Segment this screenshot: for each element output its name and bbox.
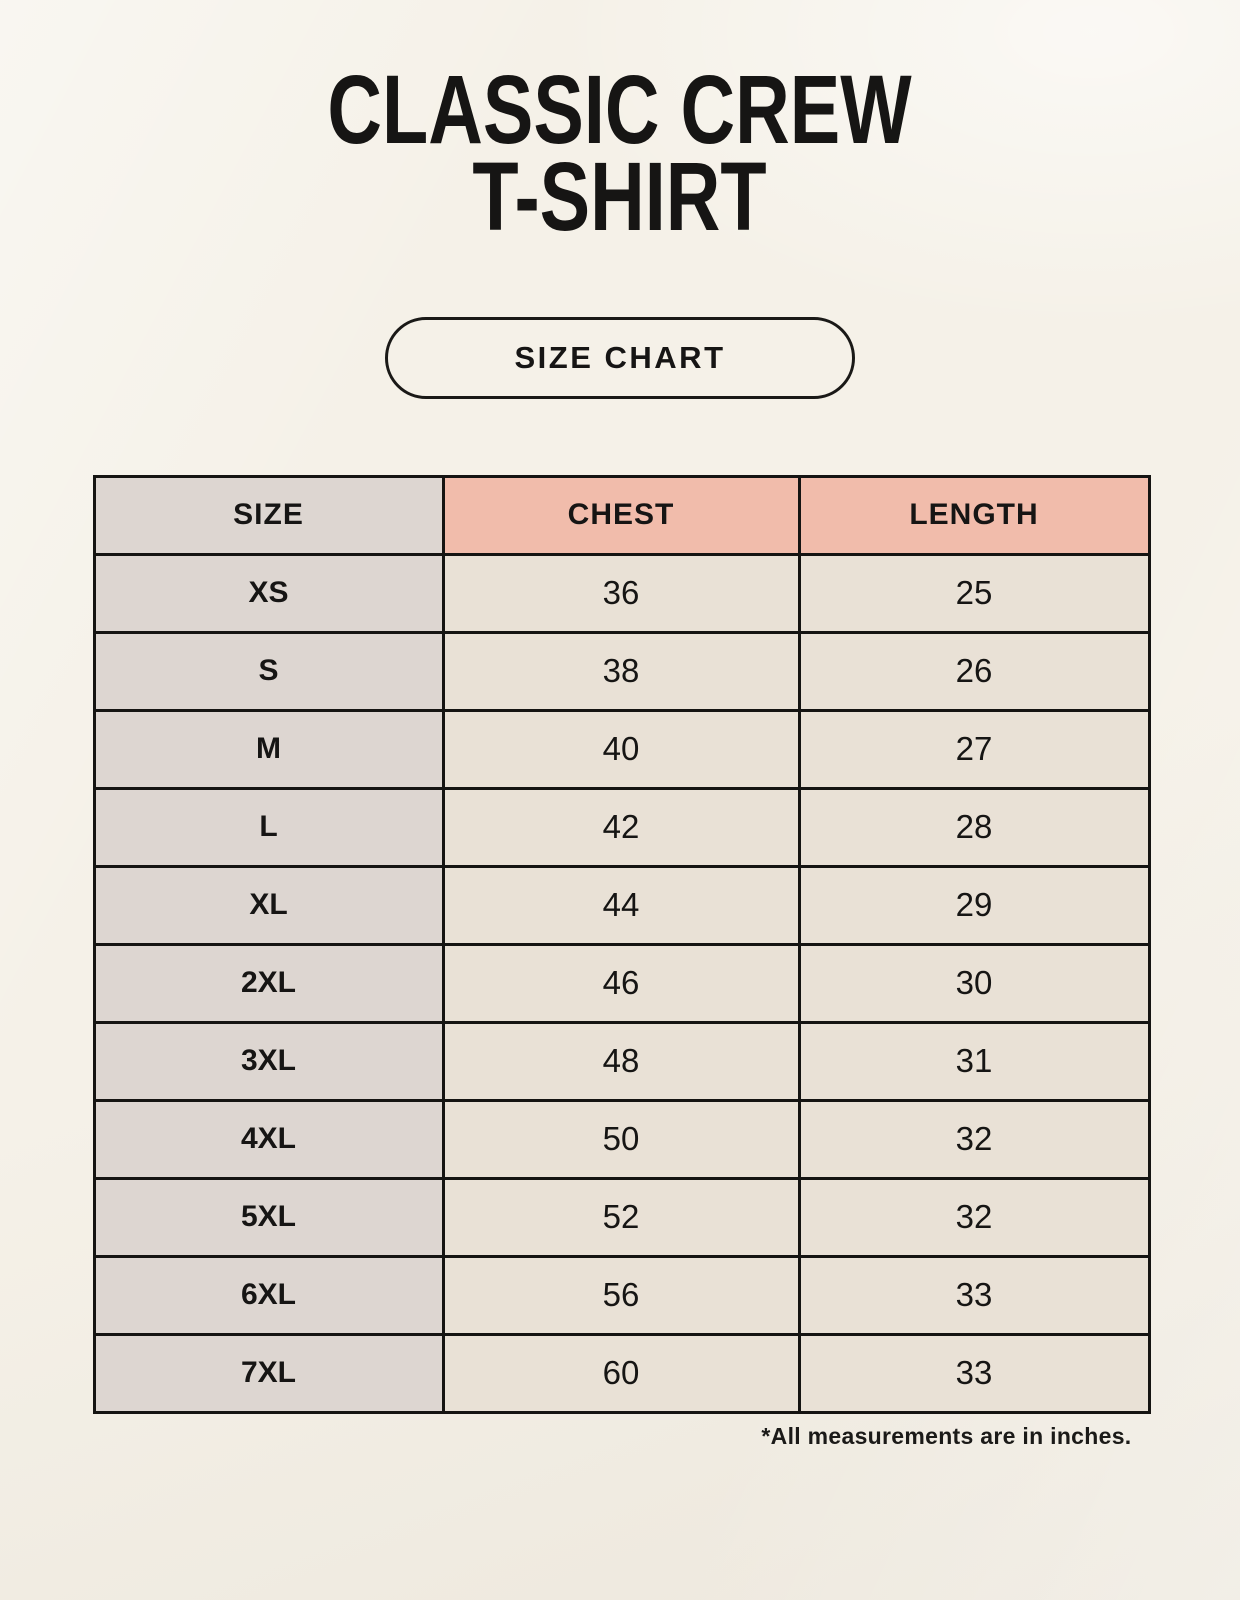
table-row: 5XL 52 32 [92, 1176, 1151, 1258]
table-header-row: SIZE CHEST LENGTH [92, 474, 1151, 556]
page-title: CLASSIC CREW T-SHIRT [328, 61, 912, 245]
chest-value: 44 [441, 864, 801, 946]
length-value: 32 [797, 1098, 1151, 1180]
size-table-container: SIZE CHEST LENGTH XS 36 25 S 38 26 M [92, 474, 1151, 1450]
column-header-chest: CHEST [441, 474, 801, 556]
column-header-size: SIZE [92, 474, 445, 556]
chest-value: 36 [441, 552, 801, 634]
length-value: 29 [797, 864, 1151, 946]
length-value: 27 [797, 708, 1151, 790]
length-value: 32 [797, 1176, 1151, 1258]
chest-value: 50 [441, 1098, 801, 1180]
chest-value: 40 [441, 708, 801, 790]
table-row: L 42 28 [92, 786, 1151, 868]
size-label: 3XL [92, 1020, 445, 1102]
size-label: 2XL [92, 942, 445, 1024]
size-table: SIZE CHEST LENGTH XS 36 25 S 38 26 M [92, 474, 1151, 1414]
length-value: 26 [797, 630, 1151, 712]
chest-value: 38 [441, 630, 801, 712]
size-label: 4XL [92, 1098, 445, 1180]
table-row: 6XL 56 33 [92, 1254, 1151, 1336]
size-label: L [92, 786, 445, 868]
page-title-line2: T-SHIRT [472, 142, 768, 252]
chest-value: 48 [441, 1020, 801, 1102]
table-row: 7XL 60 33 [92, 1332, 1151, 1414]
table-row: XL 44 29 [92, 864, 1151, 946]
table-row: XS 36 25 [92, 552, 1151, 634]
measurements-footnote: *All measurements are in inches. [761, 1422, 1132, 1449]
size-label: M [92, 708, 445, 790]
size-label: S [92, 630, 445, 712]
chest-value: 42 [441, 786, 801, 868]
chest-value: 56 [441, 1254, 801, 1336]
page-title-line1: CLASSIC CREW [327, 55, 913, 164]
length-value: 28 [797, 786, 1151, 868]
length-value: 25 [797, 552, 1151, 634]
chest-value: 52 [441, 1176, 801, 1258]
table-row: 4XL 50 32 [92, 1098, 1151, 1180]
size-label: 7XL [92, 1332, 445, 1414]
table-row: M 40 27 [92, 708, 1151, 790]
length-value: 31 [797, 1020, 1151, 1102]
size-chart-button[interactable]: SIZE CHART [385, 316, 855, 399]
column-header-length: LENGTH [797, 474, 1151, 556]
table-row: 3XL 48 31 [92, 1020, 1151, 1102]
table-row: 2XL 46 30 [92, 942, 1151, 1024]
size-label: XL [92, 864, 445, 946]
length-value: 33 [797, 1254, 1151, 1336]
size-label: 5XL [92, 1176, 445, 1258]
size-label: XS [92, 552, 445, 634]
size-chart-button-label: SIZE CHART [514, 339, 726, 375]
length-value: 33 [797, 1332, 1151, 1414]
length-value: 30 [797, 942, 1151, 1024]
chest-value: 60 [441, 1332, 801, 1414]
chest-value: 46 [441, 942, 801, 1024]
size-label: 6XL [92, 1254, 445, 1336]
table-row: S 38 26 [92, 630, 1151, 712]
